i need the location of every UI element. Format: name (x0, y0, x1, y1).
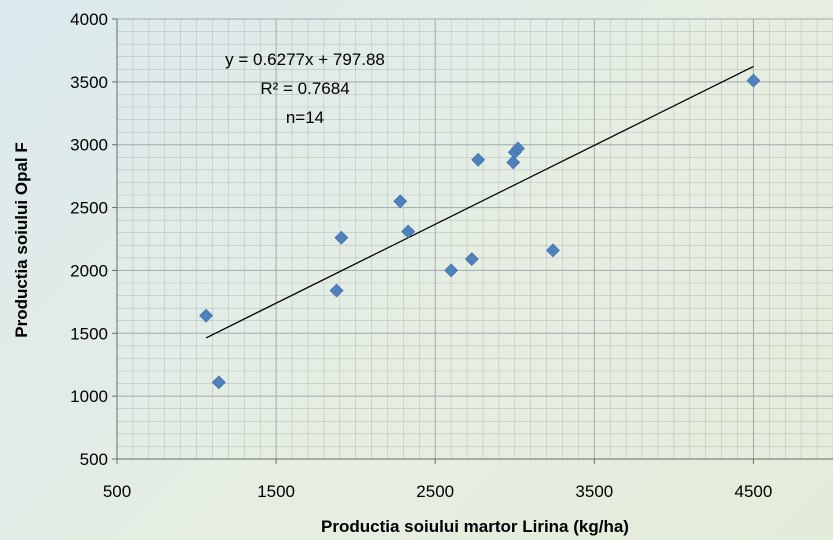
x-tick-label: 2500 (416, 482, 454, 501)
data-point (746, 73, 761, 88)
y-axis-title: Productia soiului Opal F (12, 142, 31, 338)
data-point (329, 283, 344, 298)
x-axis-title: Productia soiului martor Lirina (kg/ha) (321, 517, 629, 536)
trendline (205, 65, 754, 339)
y-tick-labels: 500 1000 1500 2000 2500 3000 3500 4000 (70, 10, 108, 469)
y-tick-label: 1500 (70, 324, 108, 343)
r-squared-label: R² = 0.7684 (260, 79, 349, 98)
x-tick-label: 1500 (257, 482, 295, 501)
trendline-group (205, 65, 754, 339)
data-point (511, 141, 525, 156)
trendline-equation: y = 0.6277x + 797.88 (225, 50, 385, 69)
y-tick-label: 1000 (70, 387, 108, 406)
grid-lines (116, 18, 833, 460)
y-tick-label: 4000 (70, 10, 108, 29)
data-point (211, 375, 226, 390)
data-point (199, 308, 214, 323)
data-point (334, 230, 349, 245)
x-tick-labels: 500 1500 2500 3500 4500 (103, 482, 773, 501)
axes (112, 18, 833, 464)
x-tick-label: 3500 (575, 482, 613, 501)
y-tick-label: 2500 (70, 199, 108, 218)
data-point (546, 243, 560, 258)
data-point (444, 263, 459, 278)
data-point (471, 152, 486, 167)
sample-size-label: n=14 (286, 108, 324, 127)
data-points (199, 73, 761, 390)
x-tick-label: 500 (103, 482, 131, 501)
x-tick-label: 4500 (735, 482, 773, 501)
data-point (506, 155, 521, 170)
y-tick-label: 3500 (70, 73, 108, 92)
data-point (464, 252, 479, 267)
data-point (401, 224, 416, 239)
y-tick-label: 2000 (70, 261, 108, 280)
data-point (393, 194, 408, 209)
y-tick-label: 3000 (70, 136, 108, 155)
y-tick-label: 500 (80, 450, 108, 469)
